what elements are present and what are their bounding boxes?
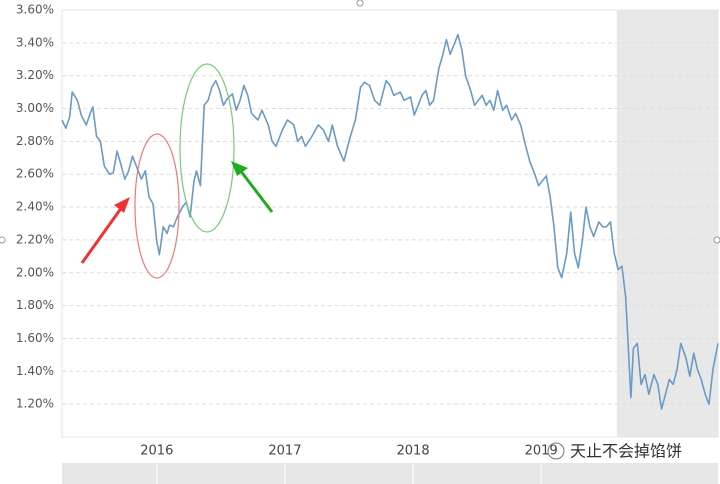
line-series — [61, 33, 719, 410]
y-tick-label: 2.20% — [16, 232, 54, 246]
green-ellipse — [179, 63, 235, 233]
y-tick-label: 3.20% — [16, 68, 54, 82]
handle — [713, 236, 720, 244]
y-tick-label: 2.00% — [16, 265, 54, 279]
shaded-region — [616, 10, 718, 437]
x-tick-label: 2018 — [397, 444, 430, 459]
y-tick-label: 3.60% — [16, 3, 54, 17]
x-tick-label: 2019 — [525, 444, 558, 459]
red-arrow — [80, 206, 124, 264]
y-tick-label: 3.00% — [16, 101, 54, 115]
navigator — [62, 463, 718, 484]
watermark-icon — [547, 442, 565, 460]
y-tick-label: 1.20% — [16, 397, 54, 411]
green-arrow — [238, 169, 274, 213]
y-tick-label: 3.40% — [16, 35, 54, 49]
y-tick-label: 2.80% — [16, 134, 54, 148]
handle — [356, 0, 364, 7]
y-tick-label: 1.40% — [16, 364, 54, 378]
x-tick-label: 2016 — [140, 444, 173, 459]
x-tick-label: 2017 — [268, 444, 301, 459]
y-tick-label: 2.40% — [16, 200, 54, 214]
red-ellipse — [134, 133, 180, 279]
y-tick-label: 2.60% — [16, 167, 54, 181]
red-arrowhead — [114, 197, 130, 213]
watermark: 天止不会掉馅饼 — [570, 442, 682, 461]
green-arrowhead — [231, 161, 248, 176]
plot-frame — [61, 9, 719, 438]
y-tick-label: 1.80% — [16, 298, 54, 312]
handle — [0, 236, 6, 244]
y-tick-label: 1.60% — [16, 331, 54, 345]
